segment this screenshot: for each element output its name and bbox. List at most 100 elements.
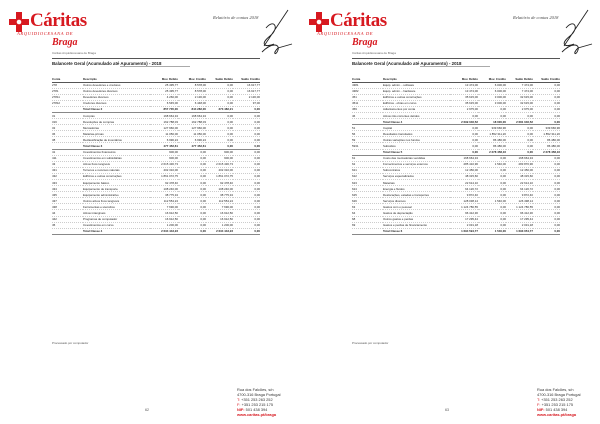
cell: 278 — [52, 82, 83, 89]
cell: 0,00 — [178, 222, 206, 229]
cell: 8 578,00 — [178, 82, 206, 89]
cell: 1 852 311,20 — [533, 130, 560, 138]
cell: 900,00 — [150, 149, 178, 156]
fax: +351 253 215 175 — [241, 402, 274, 407]
cell: 2 278 458,16 — [533, 149, 560, 156]
cell: 16 917,77 — [233, 88, 260, 95]
cell: 2 975,00 — [450, 106, 478, 113]
cell: Equipamento de transporte — [83, 185, 150, 193]
cell: 0,00 — [478, 112, 506, 120]
website-link[interactable]: www.caritas.pt/braga — [537, 412, 576, 417]
cell: 4511 — [352, 100, 383, 107]
column-header: Mov. Crédito — [478, 77, 506, 83]
phone: +351 253 263 252 — [241, 397, 273, 402]
fax-label: F: — [537, 402, 541, 407]
cell: 4382 — [352, 88, 383, 95]
cell: Gastos com o pessoal — [383, 203, 450, 211]
address-postal: 4700-316 Braga Portugal — [537, 392, 581, 397]
footer-address: Rua dos Falcões, s/n 4700-316 Braga Port… — [537, 387, 580, 417]
cell: 112 554,24 — [150, 197, 178, 205]
cell: 3 000,00 — [478, 100, 506, 107]
cell: Equipamento administrativo — [83, 191, 150, 199]
cell: 4 260,00 — [150, 94, 178, 101]
cell: 41 — [52, 149, 83, 156]
cell: 0,00 — [178, 149, 206, 156]
cell: 1 694 594,77 — [450, 228, 478, 235]
cell: 0,00 — [533, 216, 560, 223]
cell: Equip. admin. - hardware — [383, 88, 450, 95]
cell: 0,00 — [233, 161, 260, 168]
cell: 844 282,00 — [178, 106, 206, 113]
column-header: Mov. Crédito — [178, 77, 206, 83]
cell: Outros devedores diversos — [83, 88, 150, 95]
cell: Subsídios — [383, 142, 450, 150]
cell: Capital — [383, 124, 450, 132]
cell: Edifícios e outras construções — [383, 94, 450, 101]
brand-subtitle: ARQUIDIOCESANA DE — [317, 31, 374, 36]
cell: 0,00 — [178, 185, 206, 193]
cell: 43 — [52, 161, 83, 168]
brand-name: Cáritas — [30, 10, 87, 31]
table-row: 56 Resultados transitados 0,00 1 852 311,20… — [352, 130, 560, 138]
nif-label: NIF: — [237, 407, 245, 412]
cell: 0,00 — [178, 173, 206, 181]
cell: 477 452,61 — [178, 142, 206, 150]
cell: Credores diversos — [83, 100, 150, 107]
cell: 32 615,00 — [506, 94, 533, 101]
caritas-logo: Cáritas ARQUIDIOCESANA DE Braga — [9, 10, 89, 50]
cell: 127 960,00 — [178, 124, 206, 132]
cell: 0,00 — [233, 209, 260, 217]
cell: 25 495,77 — [150, 82, 178, 89]
table-row: 5931 Subsídios 0,00 86 480,00 0,00 86 480,00 — [352, 142, 560, 150]
table-row: 438 Ferramentas e utensílios 7 690,00 0,00 7… — [52, 203, 260, 211]
cell: 168 664,34 — [178, 112, 206, 120]
website-link[interactable]: www.caritas.pt/braga — [237, 412, 276, 417]
table-row: 623 Materiais 22 614,10 0,00 22 614,10 0,00 — [352, 179, 560, 187]
cell: 0,00 — [206, 136, 233, 144]
cell: 0,00 — [233, 203, 260, 211]
cell: 432 — [52, 173, 83, 181]
cell — [352, 149, 383, 156]
footer-address: Rua dos Falcões, s/n 4700-316 Braga Port… — [237, 387, 280, 417]
cell: 0,00 — [478, 167, 506, 174]
org-line: Cáritas Arquidiocesana de Braga — [352, 51, 396, 55]
header-rule — [52, 58, 260, 59]
cell: 625 — [352, 191, 383, 199]
cell: Outros ativos fixos tangíveis — [83, 197, 150, 205]
cell: 16 912,50 — [150, 216, 178, 223]
cell: 0,00 — [233, 228, 260, 235]
page-number: 63 — [445, 408, 449, 412]
cell: 1 200,00 — [150, 222, 178, 229]
cell: 0,00 — [178, 179, 206, 187]
footnote: Processado por computador — [52, 341, 89, 345]
cell: 1 540,00 — [478, 197, 506, 205]
cell: 0,00 — [533, 209, 560, 217]
cell: Total Classe 3 — [83, 142, 150, 150]
cell: 2 699 046,52 — [450, 118, 478, 126]
cell: 0,00 — [178, 203, 206, 211]
cell: 0,00 — [506, 124, 533, 132]
cell: 622 — [352, 173, 383, 181]
column-header: Saldo Crédito — [233, 77, 260, 83]
cell: 2 615 430,73 — [206, 161, 233, 168]
cell: 6 990,24 — [178, 136, 206, 144]
table-row: 44 Ativos intangíveis 16 912,50 0,00 16 912,… — [52, 209, 260, 217]
cell: 16 912,50 — [206, 216, 233, 223]
cell: Adiantamentos por conta — [383, 106, 450, 113]
cell: Programas de computador — [83, 216, 150, 223]
cell: 339 666,96 — [478, 124, 506, 132]
cell: 435 — [52, 191, 83, 199]
cell: 162 788,03 — [178, 118, 206, 126]
cell: 373 482,21 — [206, 106, 233, 113]
cell: 12 450,00 — [506, 167, 533, 174]
cell: 623 — [352, 179, 383, 187]
cell: Mercadorias — [83, 124, 150, 132]
cell: 0,00 — [206, 82, 233, 89]
cell: 0,00 — [506, 130, 533, 138]
cell: 0,00 — [533, 106, 560, 113]
cell: Ativos fixos tangíveis — [83, 161, 150, 168]
cell: 0,00 — [533, 155, 560, 162]
cell: Serviços diversos — [383, 197, 450, 205]
table-row: 64 Gastos de depreciação 96 412,30 0,00 96 4… — [352, 209, 560, 217]
